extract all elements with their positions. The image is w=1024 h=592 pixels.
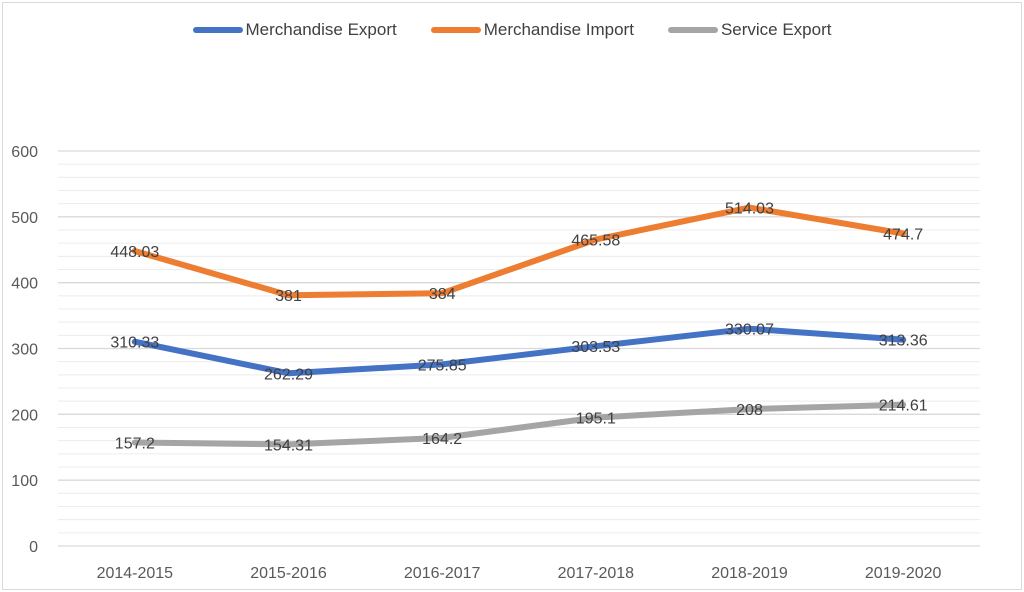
x-tick-label: 2014-2015 — [97, 565, 174, 582]
gridlines — [58, 150, 980, 547]
data-label: 208 — [736, 402, 763, 419]
x-axis: 2014-2015 2015-2016 2016-2017 2017-2018 2018… — [97, 565, 942, 582]
data-label: 381 — [275, 288, 302, 305]
x-tick-label: 2019-2020 — [865, 565, 942, 582]
x-tick-label: 2017-2018 — [558, 565, 635, 582]
data-label: 514.03 — [725, 201, 774, 218]
y-tick-label: 400 — [11, 276, 38, 293]
legend-item-merchandise-import: Merchandise Import — [430, 20, 634, 40]
series-line-service-export — [131, 401, 907, 448]
data-label: 384 — [429, 286, 456, 303]
data-label: 195.1 — [576, 411, 616, 428]
legend-swatch-merchandise-import — [430, 27, 481, 33]
data-label: 275.85 — [418, 357, 467, 374]
data-label: 465.58 — [571, 232, 620, 249]
legend-label: Merchandise Export — [245, 20, 397, 39]
series-lines — [131, 204, 907, 448]
y-tick-label: 300 — [11, 342, 38, 359]
data-label: 303.53 — [571, 339, 620, 356]
legend-swatch-service-export — [667, 27, 718, 33]
data-label: 164.2 — [422, 431, 462, 448]
y-tick-label: 0 — [29, 539, 38, 556]
legend-item-service-export: Service Export — [667, 20, 832, 40]
y-tick-label: 200 — [11, 407, 38, 424]
data-labels: 310.33 262.29 275.85 303.53 330.07 313.36 448.… — [110, 201, 927, 455]
data-label: 448.03 — [110, 244, 159, 261]
data-label: 262.29 — [264, 366, 313, 383]
y-tick-label: 600 — [11, 144, 38, 161]
series-line-merchandise-import — [131, 204, 907, 299]
x-tick-label: 2015-2016 — [250, 565, 327, 582]
x-tick-label: 2018-2019 — [711, 565, 788, 582]
legend-item-merchandise-export: Merchandise Export — [192, 20, 397, 40]
legend-swatch-merchandise-export — [192, 27, 243, 33]
y-axis: 0 100 200 300 400 500 600 — [11, 144, 38, 556]
data-label: 474.7 — [883, 226, 923, 243]
data-label: 313.36 — [879, 333, 928, 350]
data-label: 154.31 — [264, 437, 313, 454]
y-tick-label: 100 — [11, 473, 38, 490]
data-label: 214.61 — [879, 398, 928, 415]
data-label: 157.2 — [115, 436, 155, 453]
legend: Merchandise Export Merchandise Import Se… — [0, 20, 1024, 40]
legend-label: Service Export — [720, 20, 832, 39]
series-line-merchandise-export — [131, 325, 907, 377]
legend-label: Merchandise Import — [483, 20, 634, 39]
x-tick-label: 2016-2017 — [404, 565, 481, 582]
data-label: 330.07 — [725, 322, 774, 339]
y-tick-label: 500 — [11, 210, 38, 227]
data-label: 310.33 — [110, 335, 159, 352]
